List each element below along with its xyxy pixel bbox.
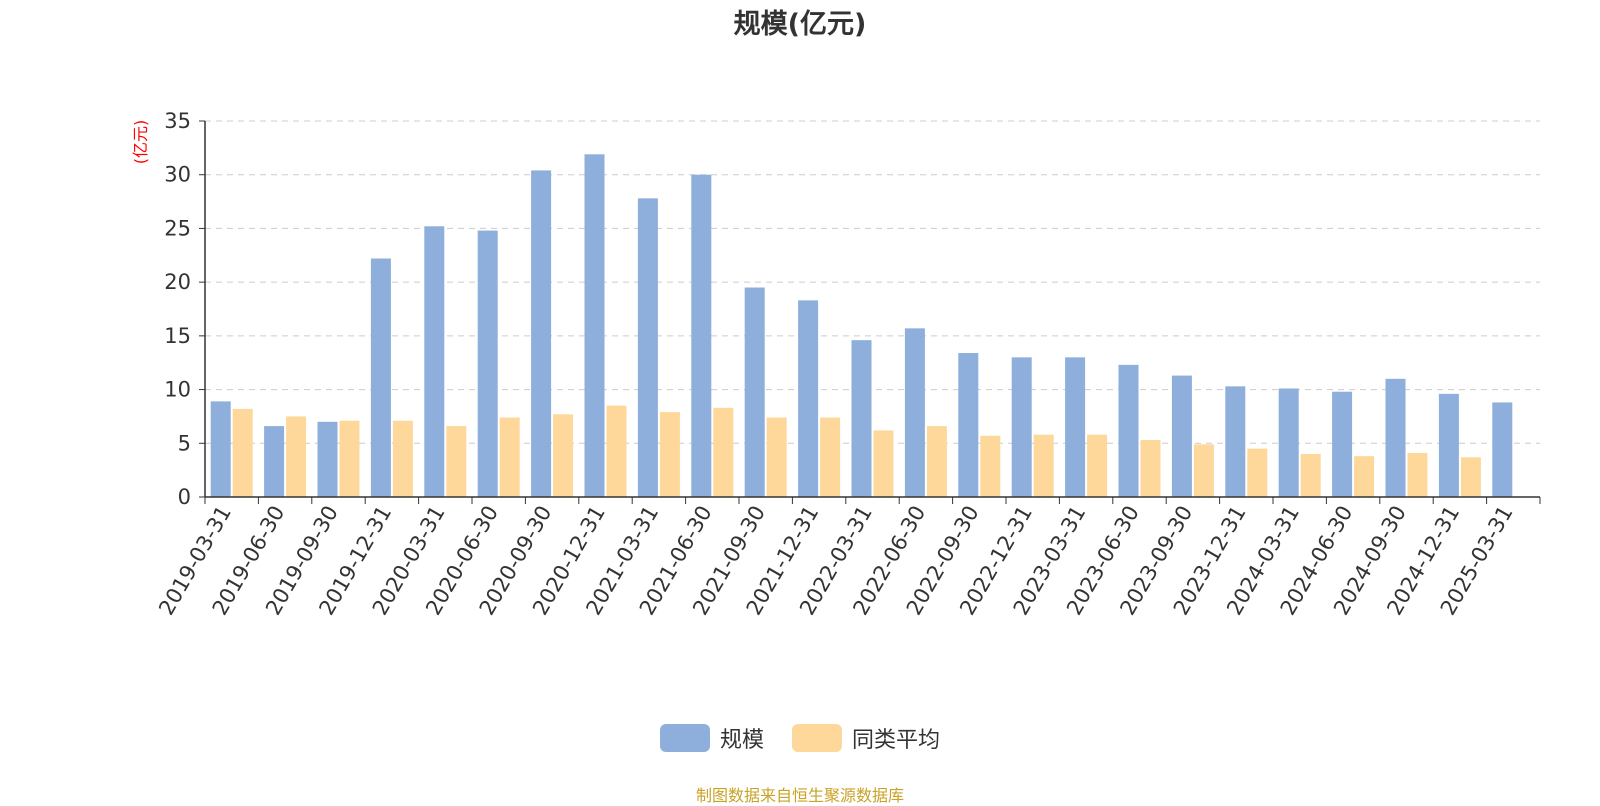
bar-peer-average[interactable] bbox=[553, 414, 574, 497]
bar-peer-average[interactable] bbox=[659, 412, 680, 497]
bar-peer-average[interactable] bbox=[1140, 440, 1161, 497]
bar-scale[interactable] bbox=[1332, 391, 1353, 497]
bar-scale[interactable] bbox=[317, 421, 338, 497]
bar-scale[interactable] bbox=[958, 353, 979, 497]
y-tick-label: 20 bbox=[164, 270, 191, 294]
y-tick-label: 35 bbox=[164, 109, 191, 133]
bar-scale[interactable] bbox=[210, 401, 231, 497]
bar-peer-average[interactable] bbox=[1247, 448, 1268, 497]
bar-scale[interactable] bbox=[691, 174, 712, 497]
bar-scale[interactable] bbox=[1385, 378, 1406, 497]
bar-scale[interactable] bbox=[798, 300, 819, 497]
bar-peer-average[interactable] bbox=[286, 416, 307, 497]
bar-scale[interactable] bbox=[637, 198, 658, 497]
bar-peer-average[interactable] bbox=[873, 430, 894, 497]
bar-scale[interactable] bbox=[531, 170, 552, 497]
legend-item-peer-average[interactable]: 同类平均 bbox=[792, 722, 940, 754]
y-tick-label: 5 bbox=[178, 431, 191, 455]
bar-scale[interactable] bbox=[851, 340, 872, 497]
y-axis-label: (亿元) bbox=[131, 120, 150, 165]
bar-peer-average[interactable] bbox=[980, 435, 1001, 497]
bar-peer-average[interactable] bbox=[1087, 434, 1108, 497]
bar-peer-average[interactable] bbox=[1193, 444, 1214, 497]
bar-peer-average[interactable] bbox=[766, 417, 787, 497]
bar-peer-average[interactable] bbox=[339, 420, 360, 497]
bar-scale[interactable] bbox=[904, 328, 925, 497]
bar-peer-average[interactable] bbox=[1460, 457, 1481, 497]
bar-scale[interactable] bbox=[1065, 357, 1086, 497]
legend-item-scale[interactable]: 规模 bbox=[659, 722, 764, 754]
chart-title: 规模(亿元) bbox=[733, 9, 867, 40]
y-tick-label: 10 bbox=[164, 378, 191, 402]
bar-scale[interactable] bbox=[1225, 386, 1246, 497]
y-tick-label: 25 bbox=[164, 216, 191, 240]
y-tick-label: 0 bbox=[178, 485, 191, 509]
legend-swatch-scale bbox=[659, 724, 710, 752]
bar-peer-average[interactable] bbox=[1033, 434, 1054, 497]
bar-scale[interactable] bbox=[1011, 357, 1032, 497]
bar-peer-average[interactable] bbox=[1407, 452, 1428, 497]
bar-scale[interactable] bbox=[744, 287, 765, 497]
legend-label-scale: 规模 bbox=[719, 728, 764, 753]
bar-peer-average[interactable] bbox=[926, 426, 947, 497]
bar-peer-average[interactable] bbox=[1300, 454, 1321, 497]
bar-peer-average[interactable] bbox=[820, 417, 841, 497]
legend-label-peer-average: 同类平均 bbox=[852, 728, 941, 753]
bar-scale[interactable] bbox=[264, 426, 285, 497]
bar-scale[interactable] bbox=[1118, 364, 1139, 497]
bar-scale[interactable] bbox=[1278, 388, 1299, 497]
source-note: 制图数据来自恒生聚源数据库 bbox=[695, 786, 904, 805]
bar-scale[interactable] bbox=[1492, 402, 1513, 497]
legend-swatch-peer-average bbox=[792, 724, 842, 752]
bar-scale[interactable] bbox=[477, 230, 498, 497]
y-tick-label: 15 bbox=[164, 324, 191, 348]
bar-peer-average[interactable] bbox=[232, 408, 253, 497]
bar-peer-average[interactable] bbox=[606, 405, 627, 497]
y-tick-label: 30 bbox=[164, 163, 191, 187]
bar-peer-average[interactable] bbox=[392, 420, 413, 497]
bar-peer-average[interactable] bbox=[446, 426, 467, 497]
bar-scale[interactable] bbox=[1438, 393, 1459, 497]
bar-peer-average[interactable] bbox=[499, 417, 520, 497]
bar-scale[interactable] bbox=[584, 154, 605, 497]
bar-peer-average[interactable] bbox=[1354, 456, 1375, 497]
bar-scale[interactable] bbox=[1171, 375, 1192, 497]
bar-scale[interactable] bbox=[424, 226, 445, 497]
bar-peer-average[interactable] bbox=[713, 407, 734, 497]
axes: 051015202530352019-03-312019-06-302019-0… bbox=[154, 109, 1541, 619]
bar-scale[interactable] bbox=[370, 258, 391, 497]
bars bbox=[210, 154, 1513, 497]
legend: 规模 同类平均 bbox=[0, 722, 1600, 754]
